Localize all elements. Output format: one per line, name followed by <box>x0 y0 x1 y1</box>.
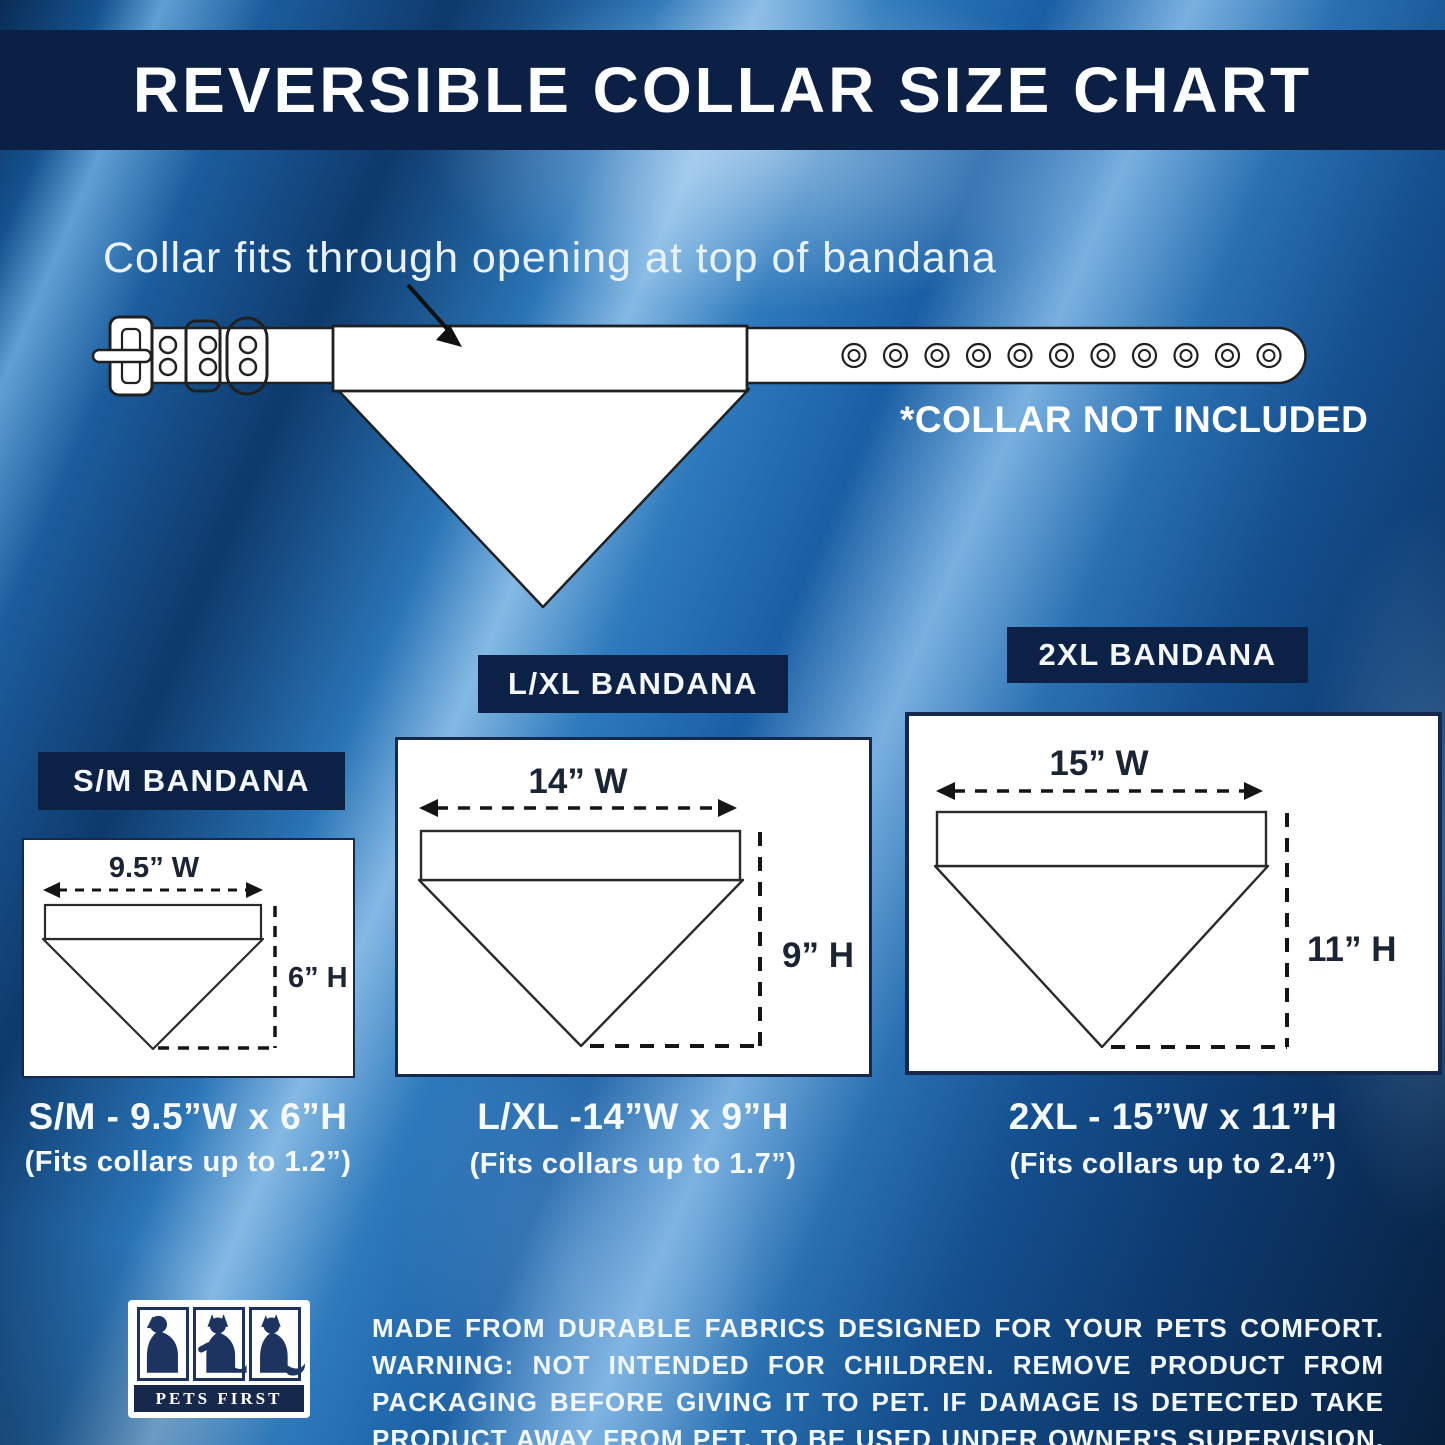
disclaimer-line-2: WARNING: NOT INTENDED FOR CHILDREN. REMO… <box>372 1350 1384 1380</box>
collie-dog-icon <box>260 1314 306 1376</box>
lxl-title: L/XL BANDANA <box>508 666 758 701</box>
collar-keepers <box>184 316 269 396</box>
sm-caption: S/M - 9.5”W x 6”H <box>28 1096 348 1137</box>
lxl-diagram <box>417 799 762 1048</box>
sm-height-label: 6” H <box>288 962 348 994</box>
page-title: REVERSIBLE COLLAR SIZE CHART <box>132 54 1313 126</box>
disclaimer-line-3: PACKAGING BEFORE GIVING IT TO PET. IF DA… <box>372 1387 1384 1417</box>
collar-eyelets <box>841 342 1282 369</box>
sm-diagram <box>41 882 277 1051</box>
disclaimer-text: MADE FROM DURABLE FABRICS DESIGNED FOR Y… <box>372 1310 1384 1445</box>
lxl-width-label: 14” W <box>528 762 628 801</box>
lxl-title-box: L/XL BANDANA <box>478 655 788 713</box>
2xl-title: 2XL BANDANA <box>1038 637 1277 672</box>
sm-panel: 9.5” W 6” H <box>22 838 355 1078</box>
2xl-height-label: 11” H <box>1307 930 1397 969</box>
logo-dog-frame-2 <box>193 1307 247 1381</box>
bandana-triangle <box>335 387 751 609</box>
sm-width-label: 9.5” W <box>108 852 200 884</box>
sm-fits: (Fits collars up to 1.2”) <box>24 1146 352 1178</box>
lxl-height-label: 9” H <box>782 936 854 975</box>
pointer-arrow <box>406 283 462 347</box>
2xl-diagram <box>933 782 1289 1049</box>
2xl-fits: (Fits collars up to 2.4”) <box>1009 1148 1337 1180</box>
2xl-caption: 2XL - 15”W x 11”H <box>1008 1096 1338 1137</box>
2xl-panel: 15” W 11” H <box>905 712 1442 1075</box>
disclaimer-line-4: PRODUCT AWAY FROM PET. TO BE USED UNDER … <box>372 1424 1384 1445</box>
logo-bar: PETS FIRST <box>134 1385 304 1412</box>
logo-text: PETS FIRST <box>155 1388 283 1408</box>
pets-first-logo: PETS FIRST <box>128 1300 310 1418</box>
2xl-width-label: 15” W <box>1049 744 1149 783</box>
logo-dog-frame-3 <box>249 1307 306 1381</box>
header-bar: REVERSIBLE COLLAR SIZE CHART <box>0 30 1445 150</box>
collar-holes <box>158 335 258 377</box>
collar-buckle <box>91 315 154 397</box>
lxl-fits: (Fits collars up to 1.7”) <box>469 1148 797 1180</box>
lxl-caption: L/XL -14”W x 9”H <box>477 1096 789 1137</box>
disclaimer-line-1: MADE FROM DURABLE FABRICS DESIGNED FOR Y… <box>372 1313 1384 1343</box>
sm-title-box: S/M BANDANA <box>38 752 345 810</box>
bandana-sleeve <box>331 324 749 393</box>
sitting-dog-icon <box>146 1315 178 1373</box>
logo-dog-frames <box>134 1307 306 1381</box>
collar-note: *COLLAR NOT INCLUDED <box>900 399 1369 440</box>
2xl-title-box: 2XL BANDANA <box>1007 627 1308 683</box>
lxl-panel: 14” W 9” H <box>395 737 872 1077</box>
collar-illustration <box>91 283 1307 609</box>
collar-caption: Collar fits through opening at top of ba… <box>103 234 997 282</box>
logo-dog-frame-1 <box>137 1307 189 1381</box>
sm-title: S/M BANDANA <box>73 763 310 798</box>
pawing-dog-icon <box>198 1314 247 1373</box>
